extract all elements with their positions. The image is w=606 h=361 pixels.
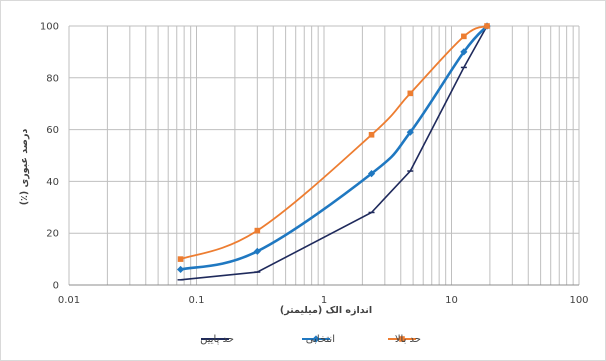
y-tick-label: 60 xyxy=(46,125,59,136)
data-point xyxy=(254,227,261,234)
data-point xyxy=(367,170,376,178)
y-tick-label: 40 xyxy=(46,177,59,188)
y-tick-label: 0 xyxy=(53,281,59,292)
data-point xyxy=(368,131,375,138)
data-point xyxy=(460,48,468,56)
legend: حد پایین انتخابی حد بالا xyxy=(200,334,421,345)
legend-label: حد پایین xyxy=(200,334,234,345)
y-tick-label: 80 xyxy=(46,73,59,84)
legend-label: انتخابی xyxy=(306,334,335,345)
series-layer xyxy=(176,22,491,281)
x-tick-label: 100 xyxy=(569,295,588,306)
legend-item-1: حد پایین xyxy=(200,334,234,345)
legend-label: حد بالا xyxy=(395,334,421,345)
series-2 xyxy=(176,22,491,274)
tick-labels: 0.01 0.1 1 10 100 0 20 40 60 80 100 xyxy=(40,22,589,307)
data-point xyxy=(176,265,185,274)
data-point xyxy=(407,90,414,97)
series-line xyxy=(180,25,488,260)
x-tick-label: 0.1 xyxy=(189,295,205,306)
data-point xyxy=(461,33,467,40)
y-tick-label: 100 xyxy=(40,22,59,33)
y-axis-title: درصد عبوری (٪) xyxy=(19,129,30,206)
series-3 xyxy=(177,23,490,262)
legend-item-3: حد بالا xyxy=(388,334,421,345)
data-point xyxy=(484,23,490,29)
x-axis-title: اندازه الک (میلیمتر) xyxy=(280,305,372,316)
x-tick-label: 1 xyxy=(321,295,327,306)
grid-lines xyxy=(68,25,580,286)
data-point xyxy=(406,128,414,136)
series-1 xyxy=(177,25,491,281)
data-point xyxy=(253,247,261,255)
x-tick-label: 0.01 xyxy=(58,295,80,306)
legend-swatch-marker xyxy=(399,336,405,342)
legend-swatch-marker xyxy=(312,335,320,343)
legend-item-2: انتخابی xyxy=(302,334,335,345)
data-point xyxy=(177,256,184,262)
x-tick-label: 10 xyxy=(445,295,458,306)
series-line xyxy=(180,25,488,281)
y-tick-label: 20 xyxy=(46,229,59,240)
